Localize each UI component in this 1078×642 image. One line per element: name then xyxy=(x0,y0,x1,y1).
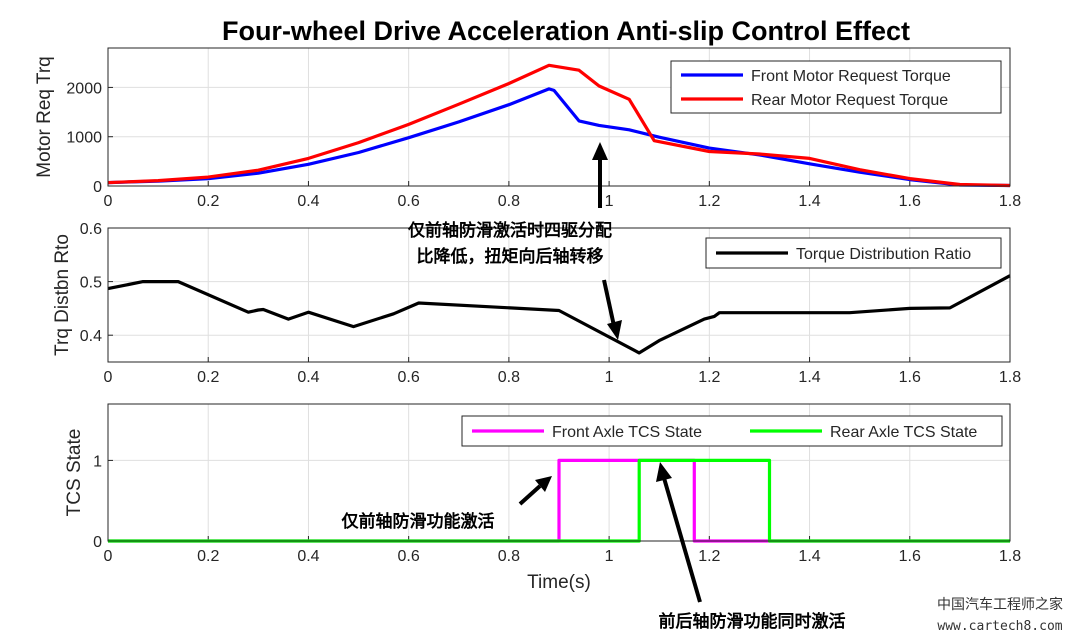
axes-box xyxy=(107,47,1011,187)
axes-box xyxy=(107,227,1011,363)
panels: 0 0.2 0.4 0.6 0.8 1 1.2 1.4 1.6 1.8010002000Motor… xyxy=(34,47,1021,593)
axes-box xyxy=(107,403,1011,542)
x-tick-label: 0.8 xyxy=(498,193,520,210)
y-tick-label: 1 xyxy=(93,453,102,470)
chart-title: Four-wheel Drive Acceleration Anti-slip … xyxy=(222,16,910,46)
annotation-1-arrowhead-down xyxy=(607,320,622,340)
x-tick-label: 0.2 xyxy=(197,548,219,565)
legend: Front Axle TCS State Rear Axle TCS State xyxy=(461,415,1003,447)
legend-entry: Front Axle TCS State xyxy=(552,424,702,441)
annotation-3-arrow xyxy=(662,477,702,603)
annotations: 仅前轴防滑激活时四驱分配 比降低，扭矩向后轴转移 仅前轴防滑功能激活 前后轴防滑… xyxy=(341,142,846,632)
x-tick-label: 1 xyxy=(605,193,614,210)
watermark-line-1: 中国汽车工程师之家 xyxy=(937,596,1063,613)
y-tick-label: 0 xyxy=(93,534,102,551)
x-tick-label: 0.2 xyxy=(197,369,219,386)
x-tick-label: 1 xyxy=(605,369,614,386)
annotation-1-arrow-down xyxy=(602,279,616,327)
series-line-2 xyxy=(107,63,1011,188)
y-tick-label: 2000 xyxy=(66,80,102,97)
y-tick-label: 1000 xyxy=(66,130,102,147)
x-tick-label: 1.4 xyxy=(798,193,820,210)
x-tick-label: 0 xyxy=(104,369,113,386)
annotation-1-line-1: 仅前轴防滑激活时四驱分配 xyxy=(407,220,612,241)
series-line-1 xyxy=(107,87,1011,188)
x-tick-label: 0.4 xyxy=(297,369,319,386)
y-tick-label: 0.6 xyxy=(80,221,102,238)
annotation-3: 前后轴防滑功能同时激活 xyxy=(659,611,846,632)
x-tick-label: 1.8 xyxy=(999,369,1021,386)
x-tick-label: 0.6 xyxy=(398,548,420,565)
x-tick-label: 0 xyxy=(104,193,113,210)
x-tick-label: 0.8 xyxy=(498,369,520,386)
x-tick-label: 1.6 xyxy=(899,193,921,210)
y-axis-label: TCS State xyxy=(64,429,85,517)
y-axis-label: Trq Distbn Rto xyxy=(52,234,73,356)
x-tick-label: 1.4 xyxy=(798,369,820,386)
x-tick-label: 1.8 xyxy=(999,548,1021,565)
legend-box xyxy=(670,60,1002,114)
y-tick-label: 0 xyxy=(93,179,102,196)
y-axis-label: Motor Req Trq xyxy=(34,56,55,177)
legend-entry: Torque Distribution Ratio xyxy=(796,246,971,263)
watermark-line-2: www.cartech8.com xyxy=(937,619,1062,634)
annotation-2: 仅前轴防滑功能激活 xyxy=(341,511,495,532)
y-tick-label: 0.4 xyxy=(80,328,102,345)
x-tick-label: 0 xyxy=(104,548,113,565)
x-tick-label: 1.8 xyxy=(999,193,1021,210)
legend-entry: Rear Axle TCS State xyxy=(830,424,977,441)
x-tick-label: 1.6 xyxy=(899,369,921,386)
legend-box xyxy=(461,415,1003,447)
x-tick-label: 0.2 xyxy=(197,193,219,210)
legend-entry: Front Motor Request Torque xyxy=(751,68,951,85)
x-tick-label: 0.8 xyxy=(498,548,520,565)
y-tick-label: 0.5 xyxy=(80,275,102,292)
x-tick-label: 0.6 xyxy=(398,369,420,386)
x-tick-label: 1.4 xyxy=(798,548,820,565)
x-tick-label: 0.6 xyxy=(398,193,420,210)
x-tick-label: 1 xyxy=(605,548,614,565)
x-axis-label: Time(s) xyxy=(527,572,591,593)
x-tick-label: 1.2 xyxy=(698,369,720,386)
panel-1: 0 0.2 0.4 0.6 0.8 1 1.2 1.4 1.6 1.8 0 1000 2000 Motor… xyxy=(34,47,1021,210)
panel-2: 0 0.2 0.4 0.6 0.8 1 1.2 1.4 1.6 1.8 0.4 0.5 0.6 Trq D… xyxy=(52,221,1021,386)
annotation-1-arrowhead-up xyxy=(592,142,608,160)
x-tick-label: 1.6 xyxy=(899,548,921,565)
x-tick-label: 1.2 xyxy=(698,193,720,210)
series-line-1 xyxy=(107,274,1011,355)
x-tick-label: 0.4 xyxy=(297,193,319,210)
x-tick-label: 0.4 xyxy=(297,548,319,565)
annotation-1-line-2: 比降低，扭矩向后轴转移 xyxy=(417,246,604,267)
x-tick-label: 1.2 xyxy=(698,548,720,565)
legend-entry: Rear Motor Request Torque xyxy=(751,92,948,109)
annotation-2-arrow xyxy=(518,484,542,506)
annotation-3-arrowhead xyxy=(656,462,672,482)
annotation-2-arrowhead xyxy=(535,476,552,492)
panel-3: 0 0.2 0.4 0.6 0.8 1 1.2 1.4 1.6 1.8 0 1 TCS State Tim… xyxy=(64,403,1021,593)
legend: Front Motor Request Torque Rear Motor Req… xyxy=(670,60,1002,114)
legend: Torque Distribution Ratio xyxy=(705,237,1002,269)
